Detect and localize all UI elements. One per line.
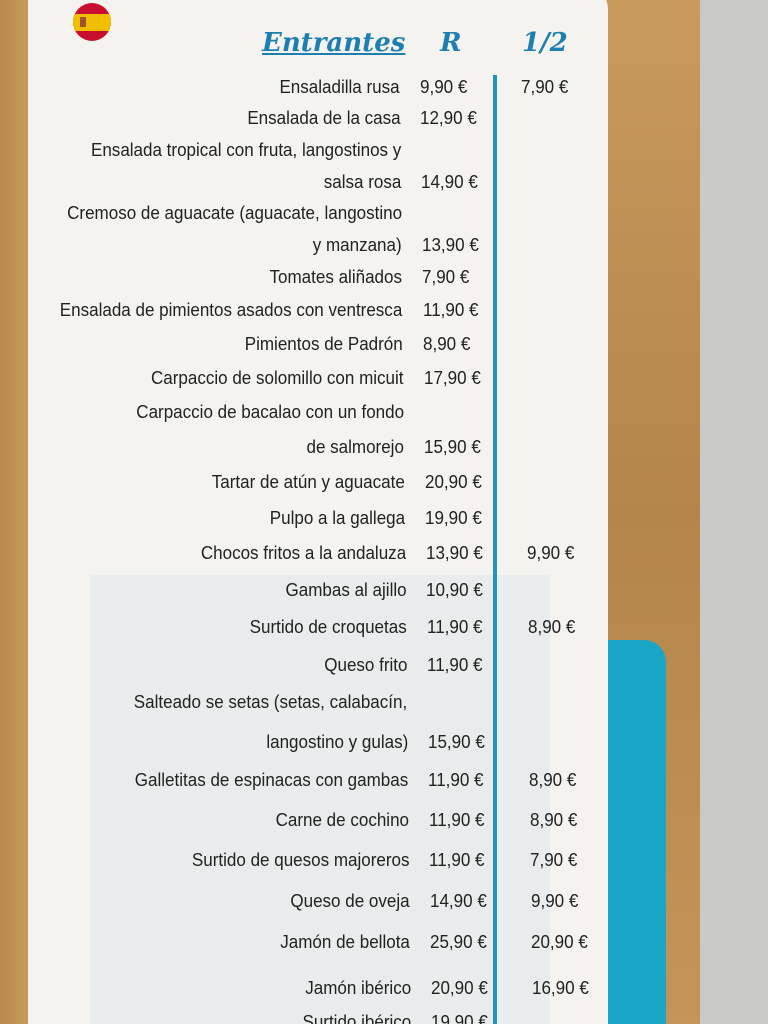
price-regular: 11,90 €	[429, 849, 485, 870]
item-name: Surtido de quesos majoreros	[191, 849, 410, 870]
price-regular: 15,90 €	[424, 436, 482, 457]
item-name: Ensalada de pimientos asados con ventres…	[60, 299, 403, 320]
item-name: Carne de cochino	[275, 809, 409, 830]
item-name: Surtido de croquetas	[249, 616, 407, 637]
item-name: Ensaladilla rusa	[279, 76, 401, 97]
item-name: langostino y gulas)	[266, 731, 408, 752]
price-regular: 11,90 €	[427, 654, 483, 675]
price-regular: 11,90 €	[428, 809, 485, 830]
item-name: Gambas al ajillo	[285, 579, 407, 600]
item-name: Salteado se setas (setas, calabacín,	[134, 691, 408, 712]
item-name: Surtido ibérico	[302, 1011, 412, 1024]
price-half: 7,90 €	[521, 76, 569, 97]
item-name: Jamón ibérico	[304, 977, 411, 998]
item-name: Carpaccio de bacalao con un fondo	[136, 401, 404, 422]
item-name: Galletitas de espinacas con gambas	[134, 769, 409, 790]
item-name: Cremoso de aguacate (aguacate, langostin…	[66, 202, 402, 223]
section-title: Entrantes	[262, 28, 406, 58]
item-name: Pimientos de Padrón	[245, 333, 404, 354]
price-regular: 25,90 €	[430, 931, 488, 952]
price-half: 8,90 €	[527, 616, 575, 637]
price-regular: 19,90 €	[425, 507, 483, 528]
price-regular: 7,90 €	[422, 266, 470, 287]
price-regular: 13,90 €	[425, 542, 483, 563]
price-half: 20,90 €	[531, 931, 589, 952]
item-name: Ensalada tropical con fruta, langostinos…	[90, 139, 401, 160]
item-name: Queso frito	[323, 654, 408, 675]
item-name: Queso de oveja	[290, 890, 410, 911]
price-half: 9,90 €	[526, 542, 574, 563]
price-regular: 12,90 €	[420, 107, 478, 128]
price-regular: 14,90 €	[421, 171, 479, 192]
item-name: Tartar de atún y aguacate	[211, 471, 405, 492]
price-half: 7,90 €	[530, 849, 578, 870]
item-name: Carpaccio de solomillo con micuit	[151, 367, 404, 388]
price-regular: 13,90 €	[421, 234, 479, 255]
item-name: Ensalada de la casa	[247, 107, 401, 128]
item-name: Jamón de bellota	[280, 931, 411, 952]
price-regular: 20,90 €	[430, 977, 488, 998]
price-regular: 17,90 €	[423, 367, 481, 388]
price-half: 8,90 €	[529, 769, 577, 790]
column-header: R	[440, 28, 462, 58]
blue-tab	[608, 640, 666, 1024]
price-regular: 14,90 €	[429, 890, 487, 911]
column-divider	[493, 75, 497, 1024]
price-regular: 10,90 €	[426, 579, 483, 600]
price-regular: 11,90 €	[428, 769, 484, 790]
item-name: Tomates aliñados	[269, 266, 403, 287]
item-name: Pulpo a la gallega	[269, 507, 406, 528]
column-header: 1/2	[522, 28, 568, 58]
price-half: 16,90 €	[531, 977, 589, 998]
price-regular: 8,90 €	[423, 333, 471, 354]
item-name: y manzana)	[313, 234, 402, 255]
price-half: 9,90 €	[530, 890, 579, 911]
price-regular: 11,90 €	[422, 299, 479, 320]
spain-flag	[73, 3, 111, 41]
price-regular: 20,90 €	[424, 471, 482, 492]
price-regular: 15,90 €	[427, 731, 485, 752]
item-name: de salmorejo	[306, 436, 405, 457]
price-regular: 11,90 €	[426, 616, 483, 637]
item-name: Chocos fritos a la andaluza	[200, 542, 406, 563]
price-half: 8,90 €	[529, 809, 578, 830]
table-background	[700, 0, 768, 1024]
price-regular: 19,90 €	[431, 1011, 489, 1024]
price-regular: 9,90 €	[420, 76, 468, 97]
item-name: salsa rosa	[323, 171, 402, 192]
shadow	[90, 575, 550, 1024]
